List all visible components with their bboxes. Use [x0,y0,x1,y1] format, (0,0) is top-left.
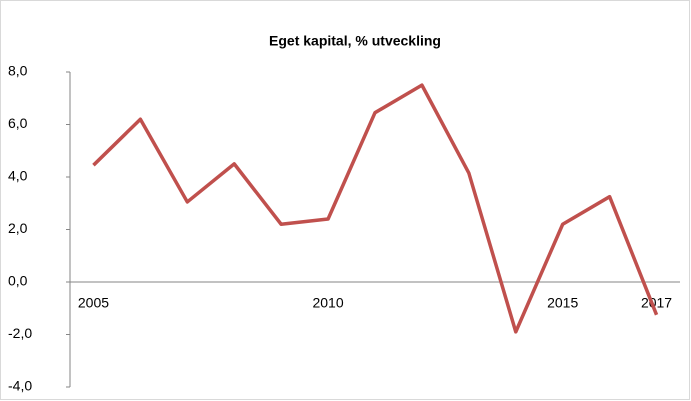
x-tick-label: 2010 [312,295,343,311]
y-tick-label: 6,0 [8,115,28,131]
data-line [92,83,659,334]
x-tick-label: 2005 [78,295,109,311]
x-tick-label: 2015 [547,295,578,311]
y-tick-label: 2,0 [8,220,28,236]
x-tick-label: 2017 [641,295,672,311]
y-tick-label: 8,0 [8,63,28,79]
y-tick-label: -2,0 [8,325,32,341]
y-tick-label: 0,0 [8,273,28,289]
y-tick-label: -4,0 [8,378,32,394]
chart-title: Eget kapital, % utveckling [269,33,441,49]
y-tick-label: 4,0 [8,168,28,184]
